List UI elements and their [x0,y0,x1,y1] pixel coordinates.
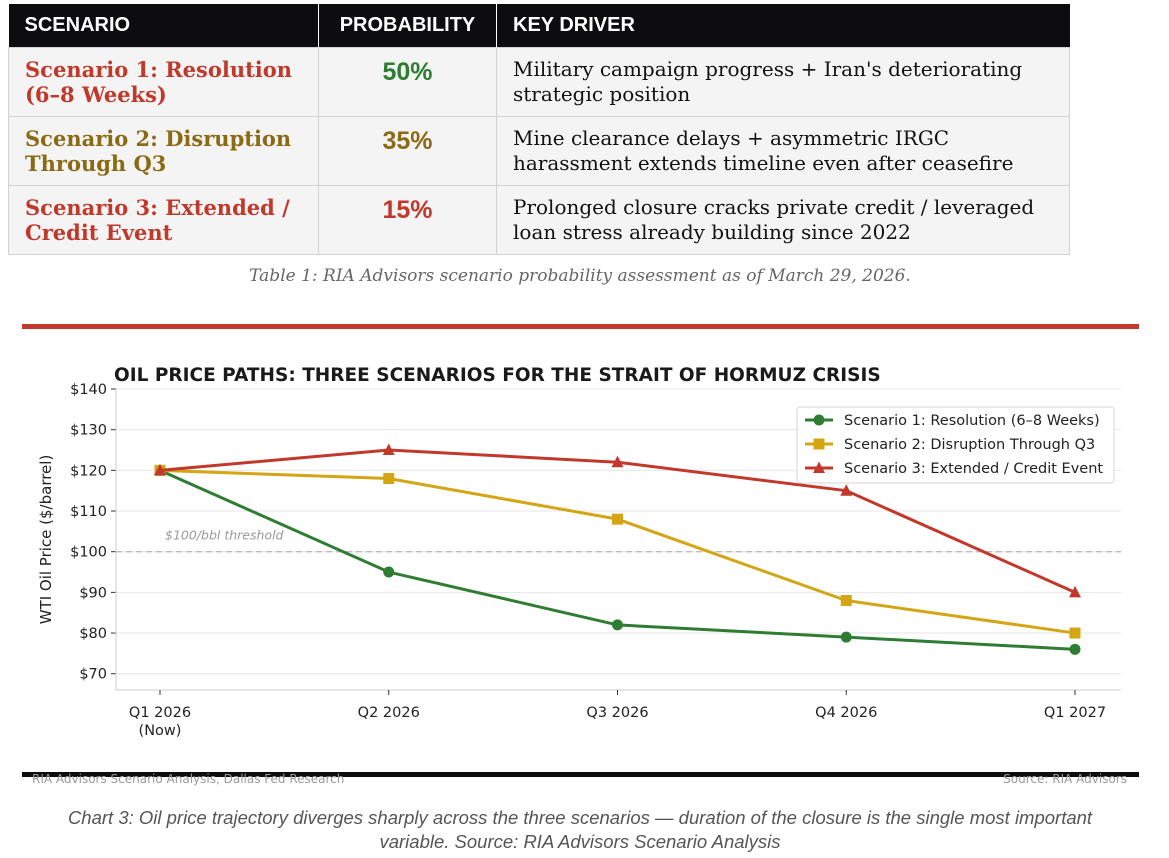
table-row: Scenario 2: Disruption Through Q3 35% Mi… [8,116,1070,186]
data-point [612,619,623,631]
chart-source-left: RIA Advisors Scenario Analysis, Dallas F… [32,772,345,786]
driver-text: Military campaign progress + Iran's dete… [513,57,1023,81]
oil-price-chart: OIL PRICE PATHS: THREE SCENARIOS FOR THE… [37,365,1121,739]
driver-text-line2: harassment extends timeline even after c… [513,151,1014,175]
table-row: Scenario 1: Resolution (6–8 Weeks) 50% M… [8,47,1070,117]
driver-text: Prolonged closure cracks private credit … [513,195,1035,219]
data-point [154,463,166,476]
y-tick-label: $110 [70,504,107,520]
table-row: Scenario 3: Extended / Credit Event 15% … [8,185,1070,255]
driver-text: Mine clearance delays + asymmetric IRGC [513,126,950,150]
x-tick-label: Q2 2026 [358,705,420,721]
legend: Scenario 1: Resolution (6–8 Weeks) Scenar… [796,406,1115,484]
chart-caption-line1: Chart 3: Oil price trajectory diverges s… [67,807,1093,828]
data-point [813,438,825,450]
data-point [1069,585,1081,598]
driver-cell: Military campaign progress + Iran's dete… [496,47,1070,117]
data-point [813,461,825,473]
probability-value: 35% [382,127,433,155]
chart-caption-line2: variable. Source: RIA Advisors Scenario … [379,831,781,852]
y-tick-label: $100 [70,545,107,561]
legend-entry: Scenario 1: Resolution (6–8 Weeks) [805,413,1100,429]
data-point [840,631,852,643]
data-point [612,513,623,525]
data-point [813,414,825,426]
scenario-name-line2: Credit Event [25,220,173,245]
scenario-name: Scenario 3: Extended / [25,195,290,220]
grid [116,388,1121,675]
data-point [383,472,395,484]
probability-cell: 50% [318,47,497,117]
y-axis-label: WTI Oil Price ($/barrel) [37,455,55,625]
legend-label: Scenario 1: Resolution (6–8 Weeks) [844,413,1100,429]
series-3 [154,443,1081,598]
data-point [840,484,853,496]
series-1 [154,464,1081,655]
chart-caption: Chart 3: Oil price trajectory diverges s… [6,806,1154,854]
table-caption: Table 1: RIA Advisors scenario probabili… [249,266,911,286]
x-tick-sublabel: (Now) [139,723,182,739]
series-group [154,443,1081,655]
scenario-cell: Scenario 2: Disruption Through Q3 [8,116,319,186]
section-divider-black [22,772,1139,777]
driver-cell: Mine clearance delays + asymmetric IRGC … [496,116,1070,186]
y-tick-label: $70 [79,667,107,683]
driver-cell: Prolonged closure cracks private credit … [496,185,1070,255]
header-probability: PROBABILITY [318,4,497,48]
section-divider-red [22,324,1139,329]
chart-source-right: Source: RIA Advisors [1003,772,1127,786]
data-point [1069,627,1081,639]
y-tick-label: $80 [79,626,107,642]
legend-entry: Scenario 3: Extended / Credit Event [805,461,1103,477]
scenario-cell: Scenario 3: Extended / Credit Event [8,185,319,255]
legend-box [796,406,1115,484]
legend-label: Scenario 3: Extended / Credit Event [844,461,1103,477]
scenario-name: Scenario 1: Resolution [25,57,293,82]
threshold-label: $100/bbl threshold [165,528,284,543]
x-tick-label: Q1 2027 [1044,705,1106,721]
x-tick-label: Q3 2026 [586,705,648,721]
threshold-group: $100/bbl threshold [116,528,1121,553]
x-tick-label: Q1 2026 [129,705,191,721]
table-header-row: SCENARIO PROBABILITY KEY DRIVER [8,4,1070,48]
y-tick-label: $140 [70,382,107,398]
scenario-cell: Scenario 1: Resolution (6–8 Weeks) [8,47,319,117]
probability-cell: 35% [318,116,497,186]
y-tick-label: $130 [70,423,107,439]
header-key-driver: KEY DRIVER [496,4,1070,48]
scenario-name-line2: (6–8 Weeks) [25,82,167,107]
scenario-name: Scenario 2: Disruption [25,126,292,151]
driver-text-line2: strategic position [513,82,691,106]
data-point [1069,643,1081,655]
scenario-table: SCENARIO PROBABILITY KEY DRIVER Scenario… [8,4,1070,255]
data-point [382,443,395,456]
data-point [611,455,624,468]
data-point [383,566,395,578]
driver-text-line2: loan stress already building since 2022 [513,220,911,244]
y-tick-label: $120 [70,463,107,479]
chart-title: OIL PRICE PATHS: THREE SCENARIOS FOR THE… [114,365,881,386]
data-point [840,595,852,607]
legend-label: Scenario 2: Disruption Through Q3 [844,437,1095,453]
y-tick-label: $90 [79,585,107,601]
axes: $70 $80 $90 $100 $110 $120 $130 $140 Q1 2026 (Now… [37,382,1121,739]
scenario-name-line2: Through Q3 [25,151,167,176]
legend-entry: Scenario 2: Disruption Through Q3 [805,437,1095,453]
probability-value: 50% [382,58,433,86]
header-scenario: SCENARIO [8,4,319,48]
probability-value: 15% [382,196,433,224]
x-tick-label: Q4 2026 [815,705,877,721]
probability-cell: 15% [318,185,497,255]
